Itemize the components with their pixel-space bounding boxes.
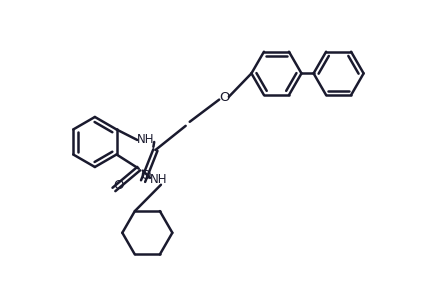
Text: O: O — [140, 169, 151, 182]
Text: NH: NH — [150, 173, 168, 186]
Text: NH: NH — [137, 133, 154, 147]
Text: O: O — [219, 91, 229, 104]
Text: O: O — [113, 179, 124, 192]
